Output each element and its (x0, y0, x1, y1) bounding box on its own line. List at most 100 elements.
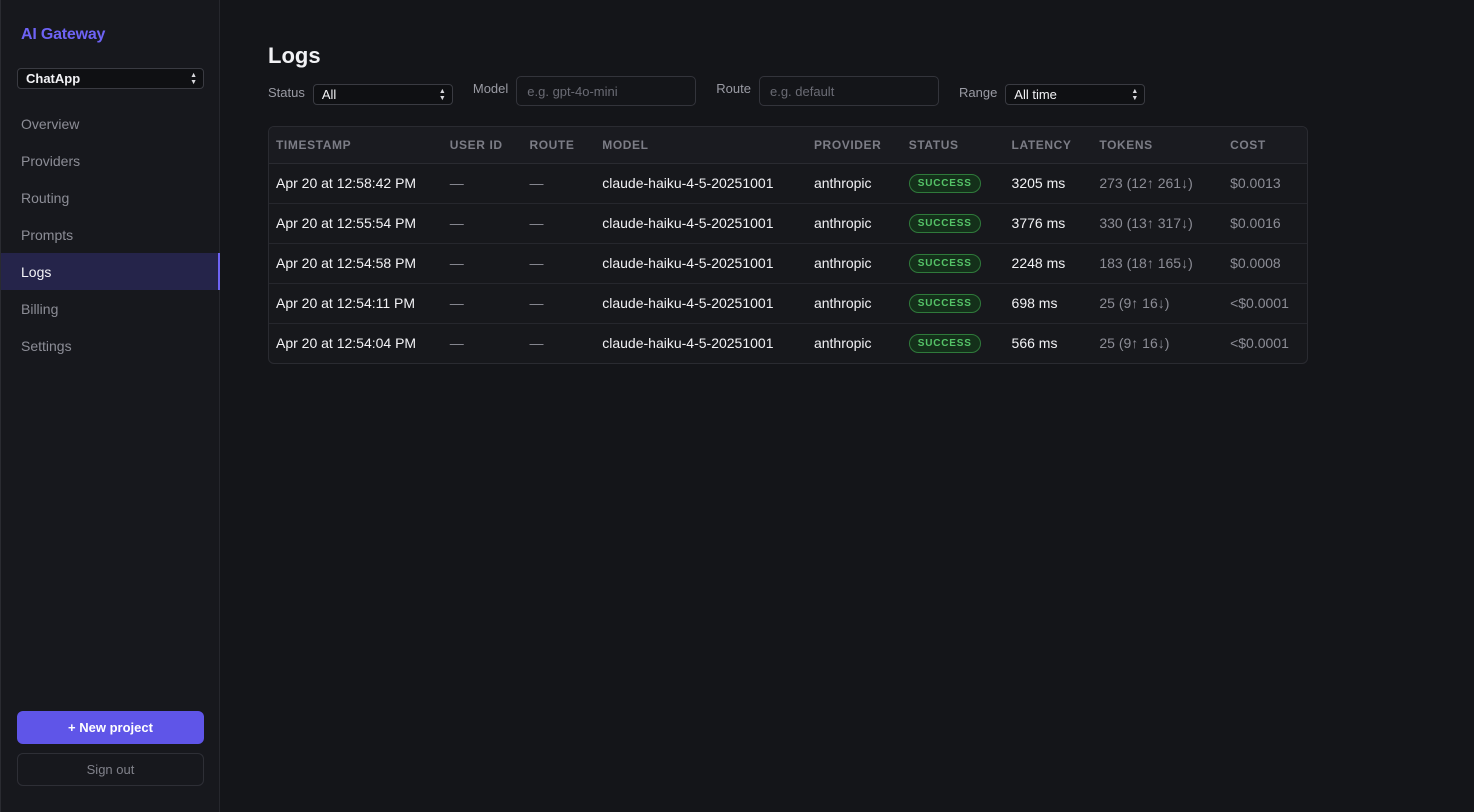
cell-user-id: — (442, 203, 523, 244)
column-header-latency[interactable]: LATENCY (1004, 127, 1093, 164)
table-row[interactable]: Apr 20 at 12:55:54 PM — — claude-haiku-4… (269, 203, 1307, 244)
cell-latency: 3776 ms (1004, 203, 1093, 244)
cell-status: SUCCESS (901, 283, 1005, 324)
column-header-tokens[interactable]: TOKENS (1092, 127, 1224, 164)
cell-provider: anthropic (813, 335, 872, 352)
column-header-timestamp[interactable]: TIMESTAMP (269, 127, 443, 164)
cell-user-id: — (442, 243, 523, 284)
cell-model: claude-haiku-4-5-20251001 (602, 335, 774, 352)
cell-latency: 3205 ms (1004, 163, 1093, 204)
main-content: Logs Status All ▲▼ Model Route Range All… (220, 0, 1474, 812)
cell-tokens: 330 (13↑ 317↓) (1092, 203, 1224, 244)
cell-cost: <$0.0001 (1230, 335, 1289, 352)
sidebar-item-label: Overview (21, 115, 80, 132)
page-title: Logs (268, 43, 321, 68)
cell-tokens: 25 (9↑ 16↓) (1092, 283, 1224, 324)
cell-tokens: 25 (9↑ 16↓) (1099, 335, 1170, 352)
sidebar-item-providers[interactable]: Providers (1, 142, 220, 179)
status-filter-label: Status (268, 85, 305, 100)
sidebar-item-settings[interactable]: Settings (1, 327, 220, 364)
sidebar-item-label: Billing (21, 300, 59, 317)
status-filter-select[interactable]: All ▲ ▼ (312, 84, 453, 105)
cell-provider: anthropic (806, 243, 902, 284)
chevron-up-down-icon: ▲ ▼ (1131, 87, 1139, 102)
cell-latency: 566 ms (1011, 335, 1058, 352)
sidebar-item-logs[interactable]: Logs (1, 253, 220, 290)
range-filter-select[interactable]: All time ▲ ▼ (1005, 84, 1146, 105)
cell-provider: anthropic (806, 163, 902, 204)
cell-cost: $0.0013 (1223, 163, 1307, 204)
sidebar-item-overview[interactable]: Overview (1, 105, 220, 142)
status-filter-value: All (321, 87, 337, 102)
column-header-user-id[interactable]: USER ID (442, 127, 523, 164)
table-row[interactable]: Apr 20 at 12:58:42 PM — — claude-haiku-4… (269, 163, 1307, 204)
cell-status: SUCCESS (901, 163, 1005, 204)
project-selector-value: ChatApp (26, 71, 81, 86)
cell-latency: 698 ms (1004, 283, 1093, 324)
sign-out-button[interactable]: Sign out (17, 753, 204, 786)
sidebar-item-label: Providers (21, 152, 81, 169)
cell-latency: 2248 ms (1004, 243, 1093, 284)
cell-route: — (522, 243, 596, 284)
cell-timestamp: Apr 20 at 12:54:04 PM (276, 335, 417, 352)
brand-logo[interactable]: AI Gateway (21, 26, 106, 43)
filter-bar: Status All ▲▼ Model Route Range All time… (268, 76, 1146, 106)
model-filter-label: Model (472, 81, 509, 96)
status-badge: SUCCESS (908, 174, 981, 193)
project-selector[interactable]: ChatApp ▲ ▼ (17, 68, 204, 89)
route-filter-label: Route (716, 81, 751, 96)
cell-cost: <$0.0001 (1223, 283, 1307, 324)
cell-status: SUCCESS (901, 203, 1005, 244)
new-project-button[interactable]: + New project (17, 711, 204, 744)
cell-tokens: 273 (12↑ 261↓) (1092, 163, 1224, 204)
range-filter-value: All time (1014, 87, 1057, 102)
logs-table: TIMESTAMP USER ID ROUTE MODEL PROVIDER S… (269, 127, 1307, 363)
sidebar-item-label: Logs (21, 263, 52, 280)
cell-route: — (529, 335, 544, 352)
cell-route: — (522, 283, 596, 324)
column-header-cost[interactable]: COST (1223, 127, 1307, 164)
cell-timestamp: Apr 20 at 12:54:11 PM (269, 283, 443, 324)
cell-cost: $0.0008 (1223, 243, 1307, 284)
cell-provider: anthropic (806, 203, 902, 244)
status-badge: SUCCESS (908, 294, 981, 313)
cell-user-id: — (442, 163, 523, 204)
table-row[interactable]: Apr 20 at 12:54:58 PM — — claude-haiku-4… (269, 243, 1307, 284)
cell-model: claude-haiku-4-5-20251001 (595, 203, 807, 244)
cell-route: — (522, 203, 596, 244)
route-filter-input[interactable] (758, 76, 939, 106)
cell-timestamp: Apr 20 at 12:54:58 PM (269, 243, 443, 284)
table-row[interactable]: Apr 20 at 12:54:04 PM — — claude-haiku-4… (269, 323, 1307, 363)
cell-timestamp: Apr 20 at 12:55:54 PM (269, 203, 443, 244)
status-badge: SUCCESS (908, 334, 981, 354)
chevron-up-down-icon: ▲ ▼ (190, 71, 197, 86)
cell-cost: $0.0016 (1223, 203, 1307, 244)
range-filter-label: Range (958, 85, 998, 100)
column-header-provider[interactable]: PROVIDER (806, 127, 902, 164)
sidebar-nav: Overview Providers Routing Prompts Logs … (1, 105, 220, 364)
model-filter-input[interactable] (516, 76, 697, 106)
chevron-up-down-icon: ▲ ▼ (438, 87, 446, 102)
cell-timestamp: Apr 20 at 12:58:42 PM (269, 163, 443, 204)
table-header-row: TIMESTAMP USER ID ROUTE MODEL PROVIDER S… (269, 127, 1307, 164)
cell-route: — (522, 163, 596, 204)
sidebar-item-label: Settings (21, 337, 72, 354)
status-badge: SUCCESS (908, 254, 981, 273)
column-header-model[interactable]: MODEL (595, 127, 807, 164)
cell-model: claude-haiku-4-5-20251001 (595, 243, 807, 284)
table-row[interactable]: Apr 20 at 12:54:11 PM — — claude-haiku-4… (269, 283, 1307, 324)
cell-user-id: — (449, 335, 464, 352)
sidebar-item-billing[interactable]: Billing (1, 290, 220, 327)
sidebar-item-label: Prompts (21, 226, 74, 243)
column-header-route[interactable]: ROUTE (522, 127, 596, 164)
cell-provider: anthropic (806, 283, 902, 324)
sidebar-item-prompts[interactable]: Prompts (1, 216, 220, 253)
cell-status: SUCCESS (901, 243, 1005, 284)
sidebar-item-routing[interactable]: Routing (1, 179, 220, 216)
column-header-status[interactable]: STATUS (901, 127, 1005, 164)
cell-user-id: — (442, 283, 523, 324)
cell-model: claude-haiku-4-5-20251001 (595, 163, 807, 204)
cell-tokens: 183 (18↑ 165↓) (1092, 243, 1224, 284)
logs-table-container: TIMESTAMP USER ID ROUTE MODEL PROVIDER S… (268, 126, 1308, 364)
